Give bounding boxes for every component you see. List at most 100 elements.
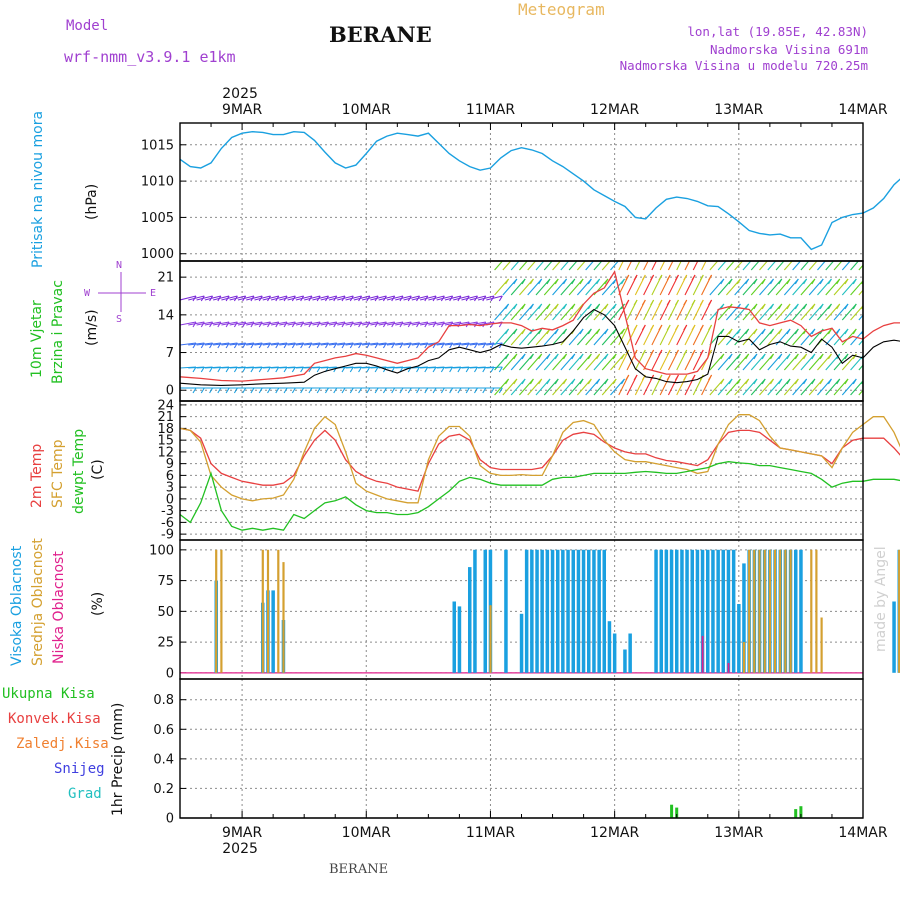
wind-barb-tick xyxy=(538,353,543,360)
wind-barb-tick xyxy=(683,324,688,331)
wind-barb-tick xyxy=(778,278,783,285)
wind-barb xyxy=(486,295,503,301)
wind-barb-tick xyxy=(754,254,757,259)
wind-barb xyxy=(742,278,758,296)
wind-barb xyxy=(287,321,304,326)
compass-south: S xyxy=(116,314,123,325)
high-cloud-bar xyxy=(540,549,544,673)
wind-barb-tick xyxy=(683,374,688,381)
wind-barb-tick xyxy=(358,387,363,394)
wind-barb xyxy=(610,378,625,396)
wind-barb xyxy=(502,303,518,321)
station-title: BERANE xyxy=(329,22,432,47)
legend-hail: Grad xyxy=(68,786,102,802)
wind-barb-tick xyxy=(819,353,824,360)
wind-barb-tick xyxy=(275,387,280,394)
wind-barb xyxy=(759,378,774,396)
wind-barb xyxy=(188,342,205,346)
wind-barb-tick xyxy=(382,321,387,328)
wind-barb-tick xyxy=(596,378,601,385)
wind-barb-tick xyxy=(786,328,791,335)
wind-barb xyxy=(792,261,802,271)
wind-barb xyxy=(552,328,567,346)
wind-barb-tick xyxy=(217,387,222,394)
wind-barb-tick xyxy=(554,328,559,335)
top-day-label: 12MAR xyxy=(590,102,639,118)
mid-cloud-bar xyxy=(810,549,813,673)
wind-barb xyxy=(519,378,534,396)
wind-barb-tick xyxy=(242,387,247,394)
wind-barb-tick xyxy=(374,321,379,328)
dewpoint-line xyxy=(179,461,900,531)
wind-barb-tick xyxy=(225,387,230,394)
wind-barb xyxy=(850,261,860,271)
wind-barb-tick xyxy=(521,303,526,310)
wind-barb xyxy=(767,278,783,296)
mid-cloud-bar xyxy=(215,549,218,673)
wind-barb xyxy=(576,278,592,296)
wind-barb-tick xyxy=(291,321,296,328)
legend-convective-rain: Konvek.Kisa xyxy=(8,711,101,727)
wind-barb xyxy=(808,378,824,396)
wind-barb xyxy=(552,303,567,321)
wind-barb xyxy=(626,261,633,271)
wind-barb xyxy=(742,261,752,271)
wind-barb-tick xyxy=(828,254,831,259)
y-tick-label: 21 xyxy=(157,271,174,286)
wind-barb xyxy=(304,321,321,326)
wind-barb xyxy=(543,378,559,396)
wind-barb xyxy=(527,328,543,346)
wind-barb-tick xyxy=(424,321,429,328)
y-tick-label: 6 xyxy=(166,469,174,484)
wind-barb xyxy=(841,353,857,371)
wind-barb xyxy=(593,303,609,321)
wind-barb-tick xyxy=(505,303,510,310)
wind-barb xyxy=(494,278,510,296)
wind-barb xyxy=(287,342,304,346)
wind-barb-tick xyxy=(650,274,655,281)
wind-barb xyxy=(337,321,354,326)
wind-barb xyxy=(403,342,420,346)
wind-barb xyxy=(783,261,793,271)
high-cloud-bar xyxy=(581,549,586,673)
wind-barb-tick xyxy=(753,278,758,285)
wind-barb-tick xyxy=(457,387,462,394)
high-cloud-bar xyxy=(576,549,581,673)
wind-barb xyxy=(361,295,379,301)
wind-barb-tick xyxy=(612,278,617,285)
wind-barb xyxy=(709,261,719,271)
high-cloud-bar xyxy=(561,549,565,673)
compass-west: W xyxy=(84,288,91,299)
wind-barb-tick xyxy=(691,374,696,381)
wind-barb-tick xyxy=(708,324,713,331)
wind-barb xyxy=(428,342,445,346)
wind-barb-tick xyxy=(641,324,646,331)
wind-barb-tick xyxy=(391,387,396,394)
mid-cloud-bar xyxy=(261,549,264,673)
wind-barb-tick xyxy=(564,254,567,259)
wind-barb-tick xyxy=(513,328,518,335)
wind-barb xyxy=(792,328,808,346)
wind-barb xyxy=(395,321,412,326)
wind-mean-line xyxy=(179,308,900,386)
wind-barb xyxy=(576,378,592,396)
wind-barb xyxy=(494,303,510,321)
wind-barb-tick xyxy=(258,321,263,328)
wind-barb xyxy=(742,353,758,371)
wind-barb xyxy=(494,378,510,396)
wind-barb xyxy=(353,342,370,346)
wind-barb-tick xyxy=(513,278,518,285)
wind-barb xyxy=(817,261,827,271)
wind-barb-tick xyxy=(870,254,873,259)
wind-barb xyxy=(510,328,526,346)
high-cloud-bar xyxy=(556,549,560,673)
wind-barb-tick xyxy=(625,299,630,306)
wind-barb-tick xyxy=(728,328,733,335)
wind-barb-tick xyxy=(844,303,849,310)
wind-barb xyxy=(585,353,601,371)
wind-barb-tick xyxy=(621,254,624,259)
y-tick-label: 18 xyxy=(157,422,174,437)
wind-barb-tick xyxy=(691,349,696,356)
wind-barb xyxy=(767,328,783,346)
